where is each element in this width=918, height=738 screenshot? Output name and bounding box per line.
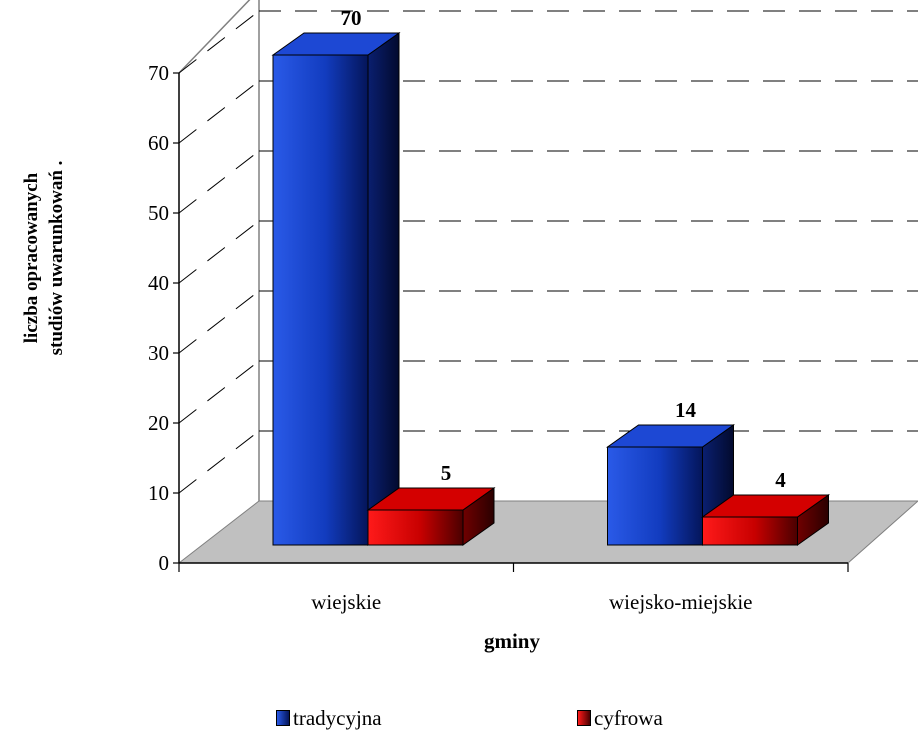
x-tick-label: wiejsko-miejskie <box>609 590 752 614</box>
bar-cyfrowa <box>702 516 798 546</box>
bar-top-tradycyjna <box>605 424 736 448</box>
legend-swatch-tradycyjna <box>276 710 290 726</box>
bar-cyfrowa <box>367 509 464 546</box>
bar-tradycyjna <box>607 446 703 546</box>
bar-tradycyjna <box>272 54 369 546</box>
x-axis-title: gminy <box>484 629 541 653</box>
y-tick-label: 40 <box>148 271 169 295</box>
y-tick-label: 70 <box>148 61 169 85</box>
y-tick-label: 0 <box>159 551 170 575</box>
y-tick-label: 20 <box>148 411 169 435</box>
bar-top-tradycyjna <box>271 32 401 56</box>
gridline-side <box>178 80 260 144</box>
gridline-side <box>178 150 260 214</box>
data-label: 5 <box>441 461 452 485</box>
side-wall-top <box>178 0 251 74</box>
legend-swatch-cyfrowa <box>577 710 591 726</box>
bar-top-cyfrowa <box>366 487 496 511</box>
bar-side-tradycyjna <box>367 32 400 546</box>
bar-top-cyfrowa <box>700 494 831 518</box>
y-axis-title-line-2: studiów uwarunkowań . <box>46 161 67 356</box>
y-tick-label: 50 <box>148 201 169 225</box>
data-label: 4 <box>775 468 786 492</box>
y-tick-label: 10 <box>148 481 169 505</box>
legend-item-cyfrowa: cyfrowa <box>577 706 663 730</box>
y-axis-title-line-1: liczba opracowanych <box>21 172 42 343</box>
data-label: 14 <box>675 398 697 422</box>
legend-label-cyfrowa: cyfrowa <box>594 705 663 730</box>
gridline-side <box>178 360 260 424</box>
data-label: 70 <box>341 6 362 30</box>
x-tick-label: wiejskie <box>311 590 381 614</box>
gridline-side <box>178 290 260 354</box>
legend-item-tradycyjna: tradycyjna <box>276 706 382 730</box>
gridline-side <box>178 430 260 494</box>
y-tick-label: 30 <box>148 341 169 365</box>
gridline-side <box>178 220 260 284</box>
legend-label-tradycyjna: tradycyjna <box>293 705 382 730</box>
gridline-side <box>178 10 260 74</box>
y-tick-label: 60 <box>148 131 169 155</box>
